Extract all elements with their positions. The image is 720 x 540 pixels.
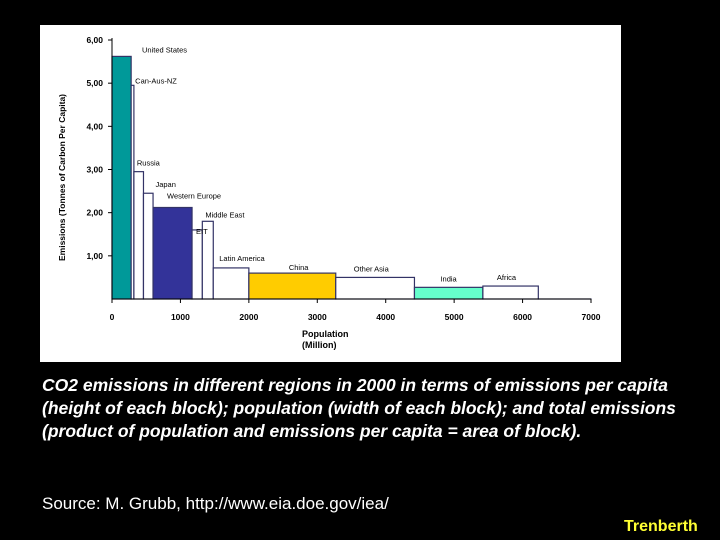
x-tick-label: 7000 <box>582 312 601 322</box>
y-tick-label: 1,00 <box>86 251 103 261</box>
block-label: Western Europe <box>167 191 221 200</box>
y-tick-label: 6,00 <box>86 35 103 45</box>
block-label: China <box>289 263 309 272</box>
block-label: Can-Aus-NZ <box>135 76 177 85</box>
source-note: Source: M. Grubb, http://www.eia.doe.gov… <box>42 494 389 513</box>
block-india <box>413 286 484 300</box>
block-western-europe <box>152 206 193 300</box>
block-japan <box>142 192 154 300</box>
figure-caption: CO2 emissions in different regions in 20… <box>42 375 676 441</box>
block-china <box>248 272 337 300</box>
blocks-layer <box>111 55 592 300</box>
block-latin-america <box>212 267 250 300</box>
y-tick-label: 3,00 <box>86 165 103 175</box>
chart-panel: 1,00 2,00 3,00 4,00 5,00 6,00 0 1000 2000 3000 400… <box>40 25 621 362</box>
block-eit <box>191 229 203 300</box>
x-tick-label: 5000 <box>445 312 464 322</box>
block-label: Latin America <box>219 254 265 263</box>
block-label: EIT <box>196 227 208 236</box>
author-credit: Trenberth <box>624 518 698 535</box>
y-tick-label: 5,00 <box>86 78 103 88</box>
block-label: Other Asia <box>354 264 390 273</box>
x-tick-label: 3000 <box>308 312 327 322</box>
emissions-chart: 1,00 2,00 3,00 4,00 5,00 6,00 0 1000 2000 3000 400… <box>57 35 601 350</box>
x-tick-label: 2000 <box>239 312 258 322</box>
y-axis-title: Emissions (Tonnes of Carbon Per Capita) <box>57 94 67 261</box>
x-tick-label: 0 <box>110 312 115 322</box>
block-label: India <box>440 274 457 283</box>
block-africa <box>482 285 539 300</box>
block-united-states <box>111 55 132 300</box>
block-russia <box>133 171 145 300</box>
block-label: United States <box>142 45 187 54</box>
axes-layer: 1,00 2,00 3,00 4,00 5,00 6,00 0 1000 2000 3000 400… <box>57 35 601 350</box>
x-tick-label: 6000 <box>513 312 532 322</box>
y-tick-label: 2,00 <box>86 208 103 218</box>
x-axis-title: Population (Million) <box>302 329 349 350</box>
block-label: Africa <box>497 273 517 282</box>
y-tick-label: 4,00 <box>86 121 103 131</box>
block-label: Middle East <box>205 210 245 219</box>
labels-layer: United States Can-Aus-NZ Russia Japan Wester… <box>135 45 517 283</box>
x-tick-label: 4000 <box>376 312 395 322</box>
block-other-asia <box>335 276 416 300</box>
block-label: Japan <box>155 180 175 189</box>
x-tick-label: 1000 <box>171 312 190 322</box>
block-label: Russia <box>137 159 161 168</box>
